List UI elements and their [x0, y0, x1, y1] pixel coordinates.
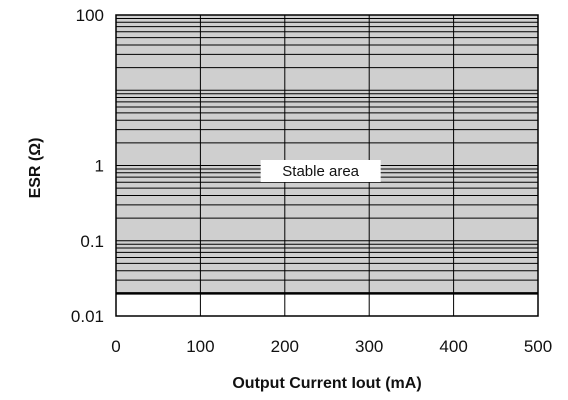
- grid-layer: [116, 15, 538, 316]
- x-tick-label: 200: [271, 337, 299, 356]
- y-tick-label: 100: [76, 6, 104, 25]
- x-axis-title: Output Current Iout (mA): [232, 375, 421, 392]
- y-tick-labels: 0.01 0.1 1 100: [71, 6, 104, 326]
- annotation-box: [260, 160, 381, 182]
- x-tick-label: 0: [111, 337, 120, 356]
- x-tick-label: 500: [524, 337, 552, 356]
- region-layer: [116, 15, 538, 294]
- x-tick-label: 400: [439, 337, 467, 356]
- y-axis-title: ESR (Ω): [27, 138, 44, 199]
- annotation-layer: Stable area: [260, 160, 381, 182]
- annotation-stable-area: Stable area: [282, 163, 359, 180]
- y-tick-label: 0.01: [71, 307, 104, 326]
- x-tick-label: 300: [355, 337, 383, 356]
- x-tick-label: 100: [186, 337, 214, 356]
- plot-frame: [115, 14, 539, 317]
- y-tick-label: 1: [95, 157, 104, 176]
- x-tick-labels: 0 100 200 300 400 500: [111, 337, 552, 356]
- y-tick-label: 0.1: [80, 232, 104, 251]
- stable-region: [116, 15, 538, 294]
